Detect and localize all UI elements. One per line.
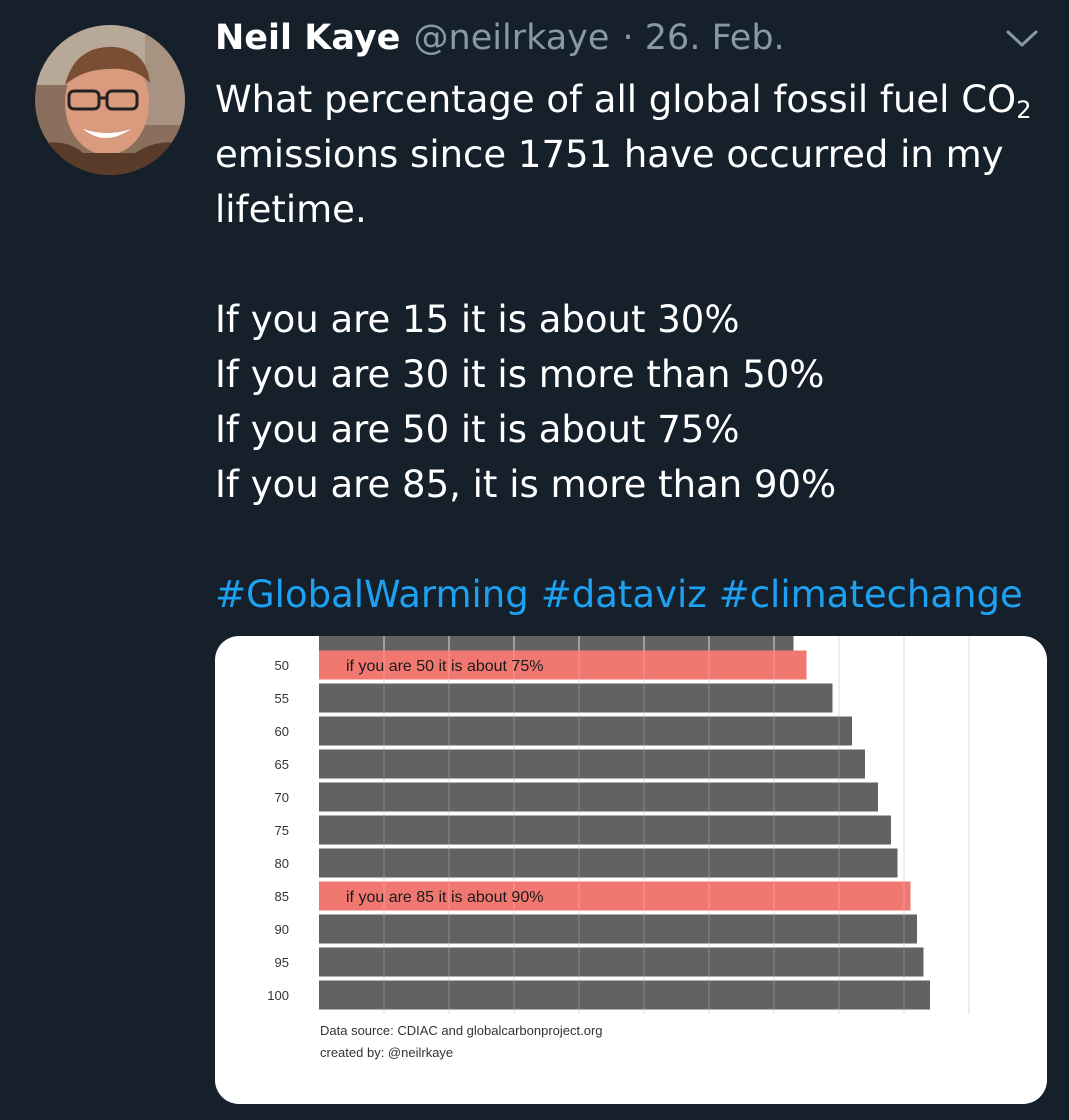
tweet-text-line: lifetime. bbox=[215, 188, 367, 231]
bar-chart: 50 if you are 50 it is about 75% 55 60 65 70 7… bbox=[267, 636, 970, 1060]
bar bbox=[319, 749, 865, 779]
tweet-date[interactable]: · 26. Feb. bbox=[622, 18, 785, 58]
credit-note: created by: @neilrkaye bbox=[320, 1045, 453, 1060]
stat-line: If you are 50 it is about 75% bbox=[215, 408, 740, 451]
tick-label: 90 bbox=[275, 922, 289, 937]
bar bbox=[319, 947, 924, 977]
bar-partial bbox=[319, 636, 794, 651]
hashtags: #GlobalWarming #dataviz #climatechange bbox=[215, 567, 1045, 622]
tick-label: 80 bbox=[275, 856, 289, 871]
tick-label: 85 bbox=[275, 889, 289, 904]
author-name[interactable]: Neil Kaye bbox=[215, 18, 401, 58]
bar bbox=[319, 914, 917, 944]
source-note: Data source: CDIAC and globalcarbonproje… bbox=[320, 1023, 603, 1038]
avatar-photo bbox=[35, 25, 185, 175]
bar bbox=[319, 980, 930, 1010]
tick-label: 95 bbox=[275, 955, 289, 970]
tick-label: 55 bbox=[275, 691, 289, 706]
media-card[interactable]: 50 if you are 50 it is about 75% 55 60 65 70 7… bbox=[215, 636, 1047, 1104]
tick-label: 100 bbox=[267, 988, 289, 1003]
stat-line: If you are 85, it is more than 90% bbox=[215, 463, 837, 506]
tweet-header: Neil Kaye @neilrkaye · 26. Feb. bbox=[215, 18, 1039, 68]
tweet-text: What percentage of all global fossil fue… bbox=[215, 72, 1045, 622]
tick-label: 65 bbox=[275, 757, 289, 772]
bar bbox=[319, 683, 833, 713]
bar bbox=[319, 848, 898, 878]
tweet-text-line: What percentage of all global fossil fue… bbox=[215, 78, 1032, 124]
data-label: if you are 85 it is about 90% bbox=[346, 889, 543, 906]
bar bbox=[319, 881, 911, 911]
stat-line: If you are 15 it is about 30% bbox=[215, 298, 740, 341]
tick-label: 70 bbox=[275, 790, 289, 805]
bar bbox=[319, 650, 807, 680]
avatar[interactable] bbox=[35, 25, 185, 175]
tick-label: 60 bbox=[275, 724, 289, 739]
hashtag-link[interactable]: #climatechange bbox=[718, 573, 1023, 616]
chevron-down-icon[interactable] bbox=[1005, 28, 1039, 54]
bar bbox=[319, 716, 852, 746]
stat-line: If you are 30 it is more than 50% bbox=[215, 353, 825, 396]
bar bbox=[319, 815, 891, 845]
hashtag-link[interactable]: #dataviz bbox=[540, 573, 707, 616]
author-handle[interactable]: @neilrkaye bbox=[413, 18, 610, 58]
tick-label: 50 bbox=[275, 658, 289, 673]
data-label: if you are 50 it is about 75% bbox=[346, 658, 543, 675]
bar bbox=[319, 782, 878, 812]
tick-label: 75 bbox=[275, 823, 289, 838]
hashtag-link[interactable]: #GlobalWarming bbox=[215, 573, 529, 616]
tweet-text-line: emissions since 1751 have occurred in my bbox=[215, 133, 1004, 176]
